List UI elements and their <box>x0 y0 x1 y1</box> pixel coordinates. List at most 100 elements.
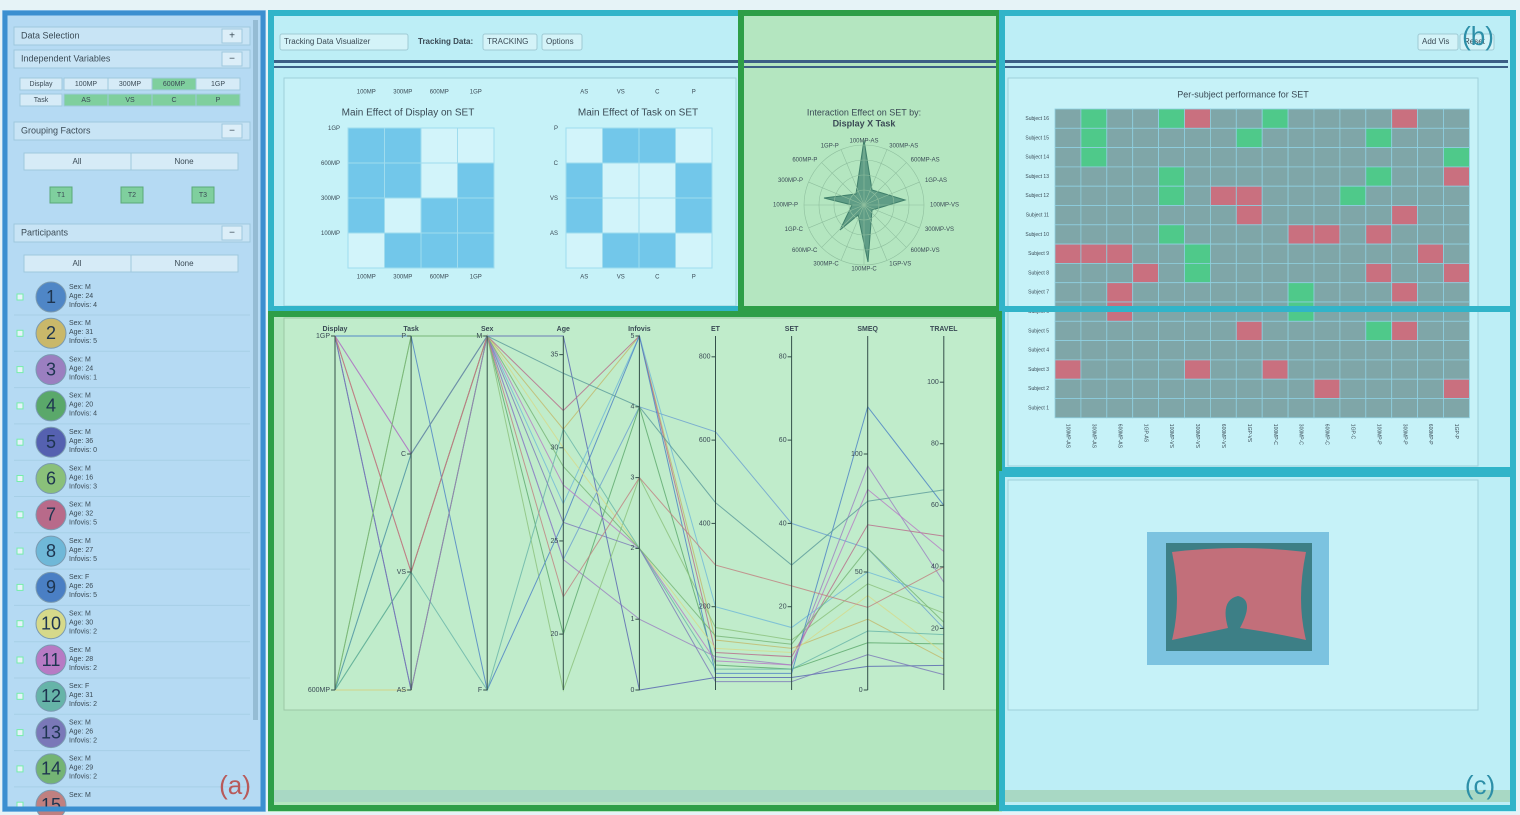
row-label: VS <box>550 196 558 202</box>
participant-age: Age: 31 <box>69 329 93 336</box>
section-title: Independent Variables <box>21 53 111 63</box>
group-button[interactable] <box>49 186 73 204</box>
heatmap-cell <box>1365 147 1393 168</box>
heatmap-cell <box>1106 166 1134 187</box>
participant-sex: Sex: M <box>69 647 91 654</box>
heatmap-cell <box>1287 340 1315 361</box>
heatmap-cell <box>1443 205 1470 226</box>
row-label: Subject 2 <box>1028 386 1049 392</box>
heatmap-cell <box>1365 398 1393 419</box>
heatmap-cell <box>1313 378 1341 399</box>
participant-checkbox[interactable] <box>16 475 24 482</box>
participant-badge <box>35 317 67 349</box>
effect-cell <box>347 162 385 199</box>
divider <box>268 66 1508 68</box>
task-option[interactable] <box>195 93 241 107</box>
heatmap-cell <box>1443 243 1470 264</box>
heatmap-cell <box>1339 243 1367 264</box>
heatmap-cell <box>1235 205 1263 226</box>
heatmap-cell <box>1313 398 1341 419</box>
heatmap-cell <box>1365 108 1393 129</box>
toolbar-button[interactable] <box>279 33 409 51</box>
radar-spoke <box>808 181 865 206</box>
toolbar-button[interactable] <box>541 33 583 51</box>
tick-label: 1GP <box>316 333 330 340</box>
toolbar-button-label: Options <box>546 37 574 46</box>
participant-infovis: Infovis: 5 <box>69 592 97 599</box>
participant-checkbox[interactable] <box>16 729 24 737</box>
participant-checkbox[interactable] <box>16 620 24 628</box>
heatmap-cell <box>1417 224 1444 245</box>
participant-age: Age: 30 <box>69 620 93 627</box>
collapse-button[interactable] <box>221 28 243 44</box>
heatmap-cell <box>1417 166 1444 187</box>
toolbar-button[interactable] <box>1417 33 1459 51</box>
participant-checkbox[interactable] <box>16 329 24 337</box>
heatmap-cell <box>1132 166 1159 187</box>
group-button[interactable] <box>120 186 144 204</box>
participant-checkbox[interactable] <box>16 583 24 591</box>
heatmap-cell <box>1391 108 1418 129</box>
toolbar-button[interactable] <box>1459 33 1495 51</box>
heatmap-cell <box>1054 398 1082 419</box>
effect-cell <box>565 197 603 234</box>
group-label: T3 <box>199 192 207 199</box>
participant-checkbox[interactable] <box>16 438 24 446</box>
none-button[interactable] <box>130 152 239 171</box>
participant-checkbox[interactable] <box>16 765 24 773</box>
toolbar-button[interactable] <box>482 33 538 51</box>
participant-checkbox[interactable] <box>16 547 24 555</box>
participant-checkbox[interactable] <box>16 692 24 700</box>
participant-checkbox[interactable] <box>16 402 24 410</box>
heatmap-cell <box>1261 282 1289 303</box>
heatmap-cell <box>1391 320 1418 341</box>
participant-checkbox[interactable] <box>16 366 24 374</box>
row-label: Subject 15 <box>1025 135 1049 141</box>
heatmap-cell <box>1391 340 1418 361</box>
heatmap-cell <box>1261 166 1289 187</box>
heatmap-cell <box>1106 147 1134 168</box>
task-option-label: C <box>171 97 176 104</box>
heatmap-cell <box>1339 108 1367 129</box>
heatmap-cell <box>1080 127 1108 149</box>
tick-label: 20 <box>779 604 787 611</box>
display-option-label: 600MP <box>163 81 186 88</box>
participant-badge <box>35 535 67 567</box>
heatmap-cell <box>1235 378 1263 399</box>
participant-checkbox[interactable] <box>16 293 24 301</box>
collapse-button[interactable] <box>221 51 243 67</box>
heatmap-cell <box>1080 262 1108 284</box>
heatmap-cell <box>1339 359 1367 380</box>
collapse-button[interactable] <box>221 123 243 139</box>
heatmap-cell <box>1313 243 1341 264</box>
tick-label: 80 <box>931 441 939 448</box>
none-button[interactable] <box>130 254 239 273</box>
tick-label: VS <box>397 569 407 576</box>
tick-label: 60 <box>779 437 787 444</box>
participant-id: 13 <box>41 722 61 742</box>
heatmap-cell <box>1158 359 1185 380</box>
radar-label: 100MP-C <box>851 267 877 273</box>
heatmap-cell <box>1417 282 1444 303</box>
heatmap-cell <box>1080 224 1108 245</box>
group-button[interactable] <box>191 186 215 204</box>
effect-cell <box>420 162 458 199</box>
row-label: Subject 3 <box>1028 367 1049 373</box>
display-option[interactable] <box>195 77 241 91</box>
heatmap-cell <box>1158 340 1185 361</box>
participant-checkbox[interactable] <box>16 511 24 519</box>
heatmap-cell <box>1184 108 1211 129</box>
heatmap-cell <box>1132 185 1159 206</box>
row-label: AS <box>550 231 558 237</box>
heatmap-cell <box>1080 378 1108 399</box>
heatmap-cell <box>1184 185 1211 206</box>
toolbar-button-label: Reset <box>1464 37 1486 46</box>
column-label: 1GP-C <box>1350 424 1356 440</box>
heatmap-cell <box>1417 398 1444 419</box>
heatmap-cell <box>1261 320 1289 341</box>
row-label: Subject 12 <box>1025 193 1049 199</box>
participant-checkbox[interactable] <box>16 656 24 664</box>
collapse-button[interactable] <box>221 225 243 241</box>
row-label: Subject 7 <box>1028 290 1049 296</box>
